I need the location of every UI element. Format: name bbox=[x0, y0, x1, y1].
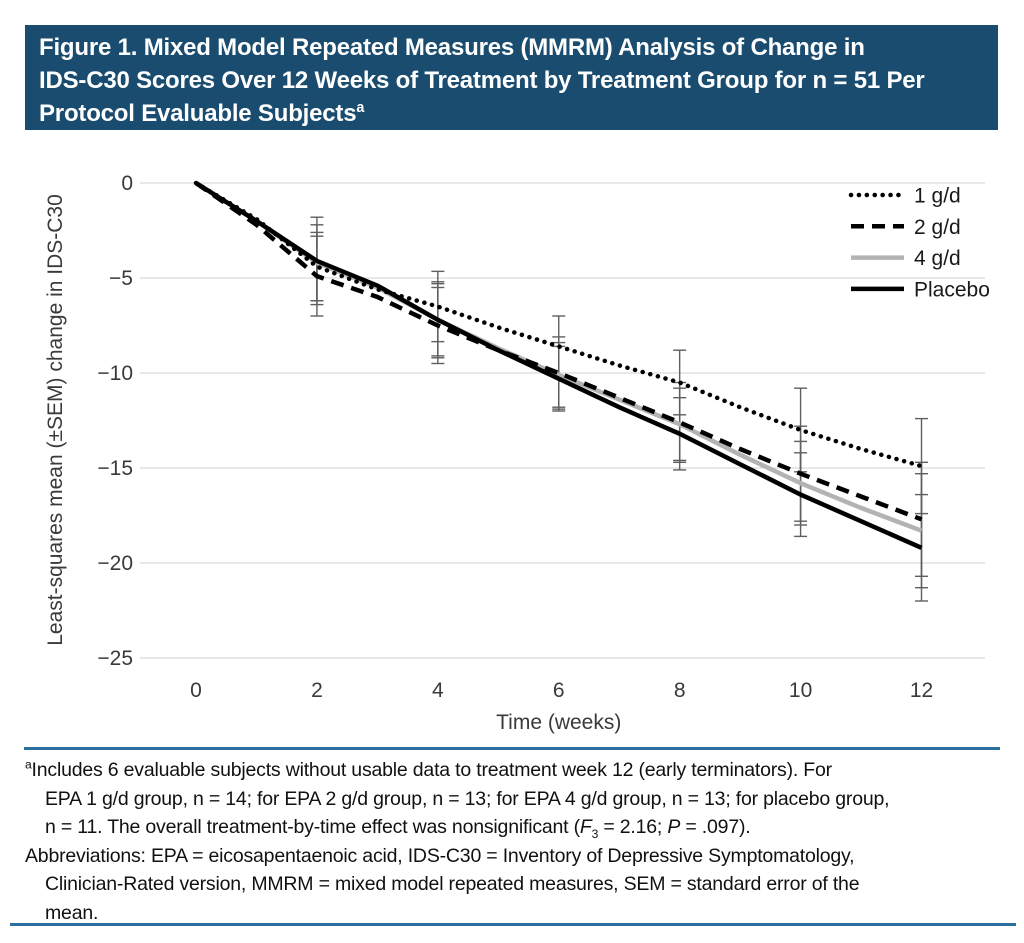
footnote-line-3: n = 11. The overall treatment-by-time ef… bbox=[25, 813, 1010, 842]
legend-item-1-g-d: 1 g/d bbox=[848, 185, 961, 208]
figure-title-superscript: a bbox=[356, 100, 365, 116]
y-tick-label: −25 bbox=[97, 647, 133, 670]
y-tick-label: −10 bbox=[97, 362, 133, 385]
series-line-1-g-d bbox=[193, 180, 924, 469]
abbreviations-line-2: Clinician-Rated version, MMRM = mixed mo… bbox=[45, 873, 860, 895]
abbreviations-line-1: Abbreviations: EPA = eicosapentaenoic ac… bbox=[25, 844, 855, 867]
footnote-p-stat: P bbox=[667, 816, 681, 838]
x-tick-label: 2 bbox=[311, 679, 323, 702]
series-line-2-g-d bbox=[194, 181, 923, 522]
abbreviations-line-3: mean. bbox=[45, 901, 99, 924]
y-tick-label: −5 bbox=[109, 267, 133, 290]
x-tick-label: 12 bbox=[910, 679, 933, 702]
x-tick-label: 8 bbox=[674, 679, 686, 702]
legend-item-4-g-d: 4 g/d bbox=[851, 247, 961, 270]
footnote-line-1-text: Includes 6 evaluable subjects without us… bbox=[31, 759, 833, 781]
footnote-line-3-tail: = .097). bbox=[680, 816, 751, 838]
page-bottom-rule bbox=[10, 923, 1016, 926]
mmrm-line-chart: 0 −5 −10 −15 −20 −25 0 2 4 6 8 10 12 Time (weeks) Leas… bbox=[0, 148, 1024, 740]
footnote-f-stat: F bbox=[579, 816, 592, 838]
x-tick-label: 6 bbox=[553, 679, 565, 702]
legend-label: 2 g/d bbox=[914, 216, 961, 239]
y-tick-label: −20 bbox=[97, 552, 133, 575]
figure-title-line-3: Protocol Evaluable Subjectsa bbox=[39, 97, 984, 130]
legend-item-placebo: Placebo bbox=[851, 278, 990, 301]
footnote-line-2: EPA 1 g/d group, n = 14; for EPA 2 g/d g… bbox=[45, 787, 890, 810]
figure-title-line-1: Figure 1. Mixed Model Repeated Measures … bbox=[39, 34, 865, 61]
figure-title-line-2: IDS-C30 Scores Over 12 Weeks of Treatmen… bbox=[39, 67, 925, 94]
legend-label: 4 g/d bbox=[914, 247, 961, 270]
legend-item-2-g-d: 2 g/d bbox=[851, 216, 961, 239]
figure-title-line-3-text: Protocol Evaluable Subjects bbox=[39, 100, 357, 127]
y-axis-title: Least-squares mean (±SEM) change in IDS-… bbox=[44, 194, 67, 646]
footnote-superscript: a bbox=[25, 757, 32, 772]
x-tick-label: 4 bbox=[432, 679, 444, 702]
y-axis-tick-labels: 0 −5 −10 −15 −20 −25 bbox=[97, 172, 133, 670]
legend-label: Placebo bbox=[914, 278, 990, 301]
chart-svg: 0 −5 −10 −15 −20 −25 0 2 4 6 8 10 12 Time (weeks) Leas… bbox=[44, 172, 990, 734]
y-tick-label: −15 bbox=[97, 457, 133, 480]
series-lines bbox=[193, 180, 924, 550]
x-axis-tick-labels: 0 2 4 6 8 10 12 bbox=[190, 679, 933, 702]
series-line-placebo bbox=[194, 181, 923, 550]
footnote-line-1: aIncludes 6 evaluable subjects without u… bbox=[25, 756, 1010, 785]
y-tick-label: 0 bbox=[121, 172, 133, 195]
legend-label: 1 g/d bbox=[914, 185, 961, 208]
x-tick-label: 0 bbox=[190, 679, 202, 702]
footnote-f-subscript: 3 bbox=[591, 826, 599, 841]
footnote-line-3-mid: = 2.16; bbox=[598, 816, 668, 838]
figure-footnote: aIncludes 6 evaluable subjects without u… bbox=[25, 756, 1010, 927]
footnote-line-3-pre: n = 11. The overall treatment-by-time ef… bbox=[45, 816, 580, 838]
x-tick-label: 10 bbox=[789, 679, 812, 702]
legend: 1 g/d 2 g/d 4 g/d Placebo bbox=[848, 185, 990, 301]
x-axis-title: Time (weeks) bbox=[496, 711, 621, 734]
gridlines bbox=[140, 182, 985, 659]
footnote-separator-rule bbox=[24, 747, 1000, 750]
figure-title-bar: Figure 1. Mixed Model Repeated Measures … bbox=[25, 25, 998, 130]
